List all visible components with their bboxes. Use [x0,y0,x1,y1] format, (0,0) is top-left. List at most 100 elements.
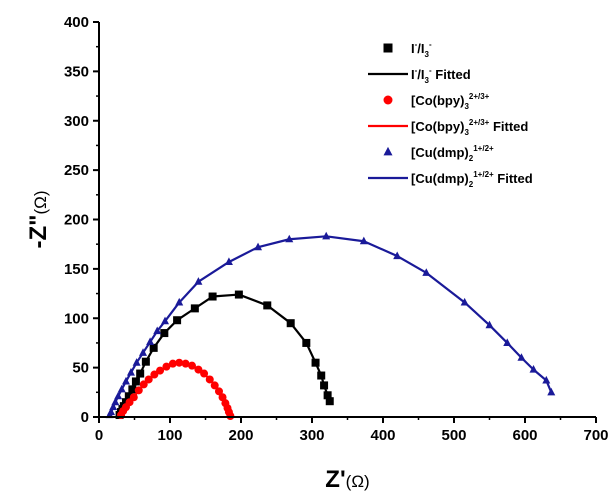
data-point [146,337,155,345]
legend-label: I-/I3- Fitted [411,66,471,85]
plot-area [105,231,556,421]
data-point [311,358,320,367]
data-point [485,320,494,329]
legend-label: [Co(bpy)32+/3+ [411,92,490,111]
data-point [136,369,145,378]
data-point [107,407,116,416]
y-tick-label: 0 [81,409,89,426]
axes: 0 100 200 300 400 500 600 700 0 50 100 150 200 250 300… [25,14,609,493]
data-point [422,268,431,276]
data-point [320,381,329,390]
data-point [529,365,538,373]
data-point [224,257,233,266]
x-tick-label: 600 [512,427,537,444]
data-point [218,393,227,402]
data-point [175,297,184,306]
data-point [153,326,162,335]
data-point [129,393,138,402]
data-point [200,369,209,378]
data-point [181,359,190,368]
legend-item: I-/I3- [383,40,432,59]
data-point [150,370,159,379]
data-point [128,385,137,394]
data-point [111,397,120,406]
data-point [188,361,197,370]
legend-item: [Cu(dmp)21+/2+ [383,144,494,163]
y-tick-label: 200 [64,212,89,229]
data-point [359,236,368,245]
x-tick-label: 0 [95,427,103,444]
data-point [156,366,165,375]
data-point [160,329,169,338]
legend-item: [Co(bpy)32+/3+ [383,92,490,111]
legend-item: [Cu(dmp)21+/2+ Fitted [368,170,533,189]
data-point [194,277,203,285]
data-point [234,290,243,299]
data-point [325,397,334,406]
data-point [254,242,263,251]
legend-marker [383,43,393,53]
fit-line [108,235,553,416]
data-point [460,297,469,306]
y-tick-label: 150 [64,261,89,278]
data-point [322,231,331,240]
y-tick-label: 350 [64,63,89,80]
data-point [286,319,295,328]
data-point [124,392,133,401]
data-point [139,380,148,389]
legend-marker [383,146,393,156]
data-point [162,362,171,371]
data-point [263,301,272,310]
data-point [134,386,143,395]
data-point [210,381,219,390]
data-point [168,359,177,368]
x-tick-label: 700 [583,427,608,444]
data-point [542,375,551,384]
y-tick-label: 400 [64,14,89,31]
data-point [114,391,123,400]
data-point [194,365,203,374]
data-point [517,353,526,361]
x-tick-label: 200 [228,427,253,444]
data-point [126,368,135,376]
legend: I-/I3- I-/I3- Fitted [Co(bpy)32+/3+ [Co(bpy… [368,40,533,189]
series-2 [105,231,556,419]
data-point [190,304,199,313]
x-tick-label: 500 [441,427,466,444]
x-tick-label: 300 [299,427,324,444]
x-tick-label: 400 [370,427,395,444]
legend-item: I-/I3- Fitted [368,66,471,85]
data-point [161,316,170,325]
legend-item: [Co(bpy)32+/3+ Fitted [368,118,528,137]
data-point [302,338,311,347]
data-point [173,316,182,325]
legend-label: [Cu(dmp)21+/2+ [411,144,494,163]
y-axis-title: -Z"(Ω) [25,190,52,248]
x-axis-title: Z'(Ω) [325,466,369,493]
legend-label: [Cu(dmp)21+/2+ Fitted [411,170,533,189]
data-point [132,358,141,366]
legend-marker [383,95,393,105]
data-point [285,234,294,243]
y-tick-label: 100 [64,310,89,327]
data-point [547,387,556,396]
y-tick-label: 300 [64,113,89,130]
data-point [393,251,402,260]
data-point [121,376,130,385]
data-point [149,343,158,352]
data-point [205,375,214,384]
data-point [175,358,184,367]
data-point [208,292,217,301]
data-point [117,384,126,393]
data-point [131,377,140,386]
legend-label: [Co(bpy)32+/3+ Fitted [411,118,528,137]
data-point [503,338,512,346]
data-point [109,402,118,411]
data-point [317,371,326,380]
data-point [214,387,223,396]
legend-label: I-/I3- [411,40,432,59]
data-point [323,391,332,400]
x-tick-label: 100 [157,427,182,444]
y-tick-label: 50 [72,360,89,377]
